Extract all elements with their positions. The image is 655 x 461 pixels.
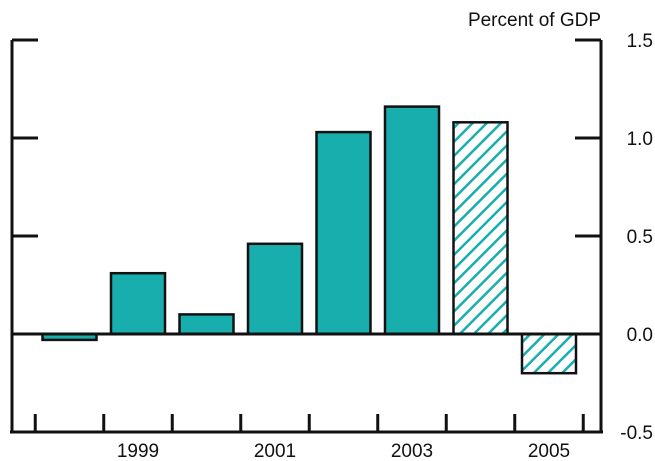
bar-2001 bbox=[246, 242, 304, 336]
y-tick-label: 0.5 bbox=[627, 227, 653, 248]
x-tick-label: 1999 bbox=[117, 441, 159, 461]
plot-frame bbox=[10, 40, 603, 434]
bar-2000 bbox=[178, 313, 235, 336]
bar-2002 bbox=[315, 130, 372, 336]
y-axis-ticks: 1.5 1.0 0.5 0.0 -0.5 bbox=[12, 31, 653, 444]
x-axis-ticks: 1999 2001 2003 2005 bbox=[33, 414, 585, 461]
y-tick-label: 1.0 bbox=[627, 129, 653, 150]
unit-label: Percent of GDP bbox=[468, 10, 601, 31]
x-tick-label: 2005 bbox=[528, 441, 570, 461]
y-tick-label: -0.5 bbox=[620, 423, 653, 444]
bars bbox=[41, 105, 578, 375]
x-tick-label: 2001 bbox=[254, 441, 296, 461]
x-tick-label: 2003 bbox=[391, 441, 433, 461]
y-tick-label: 0.0 bbox=[627, 325, 653, 346]
bar-2003 bbox=[383, 105, 441, 336]
y-tick-label: 1.5 bbox=[627, 31, 653, 52]
bar-2005 bbox=[520, 332, 578, 375]
bar-2004 bbox=[452, 121, 509, 336]
bar-1999 bbox=[109, 271, 167, 336]
